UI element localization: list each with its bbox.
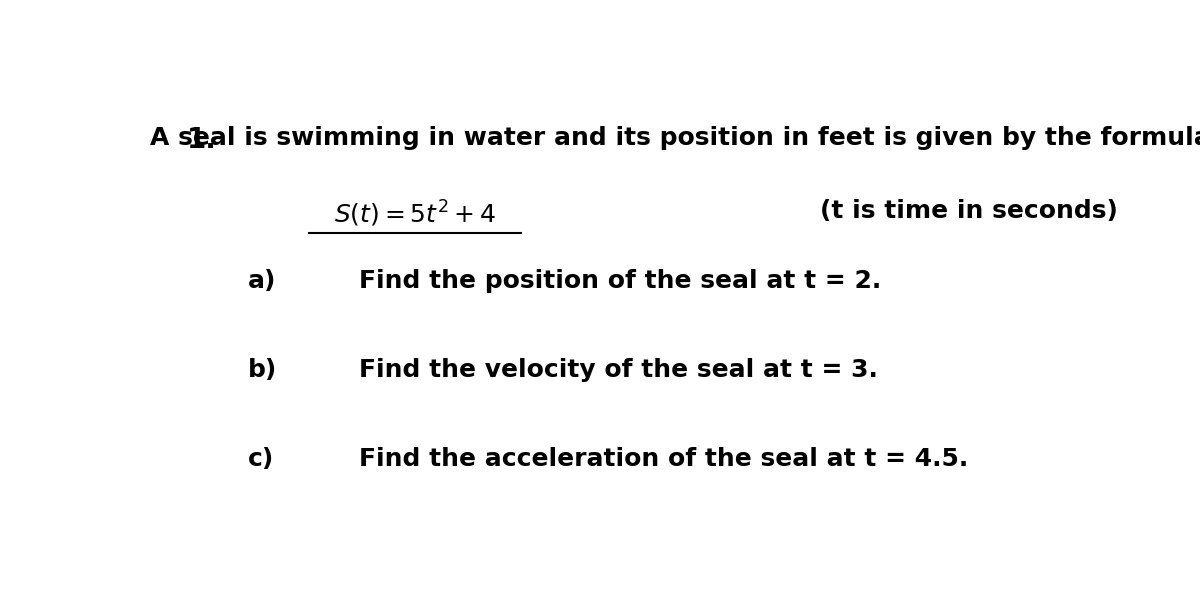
Text: 1.: 1. [187,126,217,154]
Text: c): c) [247,447,274,471]
Text: $S(t) = 5t^2+4$: $S(t) = 5t^2+4$ [334,199,497,229]
Text: Find the acceleration of the seal at t = 4.5.: Find the acceleration of the seal at t =… [359,447,968,471]
Text: A seal is swimming in water and its position in feet is given by the formula: A seal is swimming in water and its posi… [150,126,1200,150]
Text: Find the position of the seal at t = 2.: Find the position of the seal at t = 2. [359,269,882,293]
Text: a): a) [247,269,276,293]
Text: b): b) [247,358,277,382]
Text: Find the velocity of the seal at t = 3.: Find the velocity of the seal at t = 3. [359,358,878,382]
Text: (t is time in seconds): (t is time in seconds) [820,199,1117,223]
